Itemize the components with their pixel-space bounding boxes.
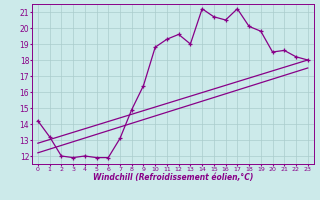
- X-axis label: Windchill (Refroidissement éolien,°C): Windchill (Refroidissement éolien,°C): [92, 173, 253, 182]
